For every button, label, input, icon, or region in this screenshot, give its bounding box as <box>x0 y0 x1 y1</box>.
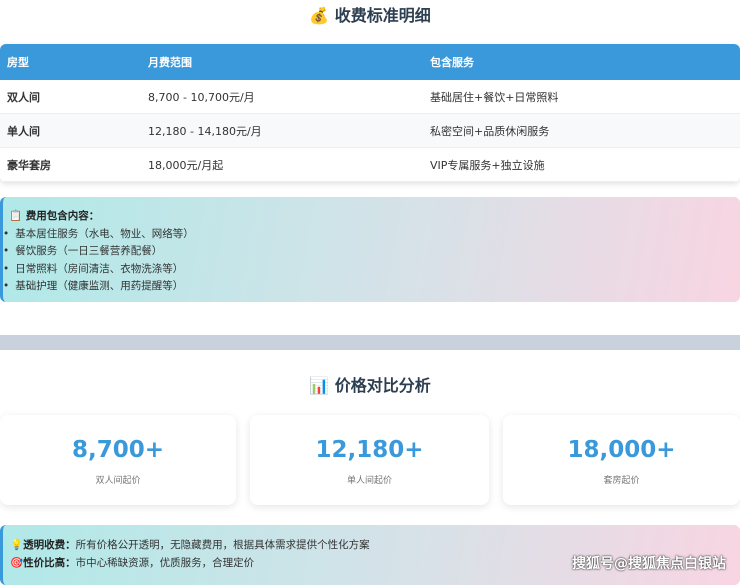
header-monthly-fee: 月费范围 <box>148 56 192 69</box>
note-text: 市中心稀缺资源，优质服务，合理定价 <box>75 557 255 569</box>
note-value: 🎯性价比高：市中心稀缺资源，优质服务，合理定价 <box>10 554 740 572</box>
list-item: 日常照料（房间清洁、衣物洗涤等） <box>9 261 740 279</box>
header-services: 包含服务 <box>430 56 474 69</box>
price-card: 8,700+ 双人间起价 <box>0 415 236 505</box>
services: VIP专属服务+独立设施 <box>430 158 545 172</box>
price-label: 套房起价 <box>603 476 640 486</box>
price-cards: 8,700+ 双人间起价 12,180+ 单人间起价 18,000+ 套房起价 <box>0 415 740 505</box>
note-label: 性价比高： <box>23 557 76 569</box>
includes-title: 📋 费用包含内容： <box>9 210 100 222</box>
notes-box: 💡透明收费：所有价格公开透明，无隐藏费用，根据具体需求提供个性化方案 🎯性价比高… <box>0 525 740 585</box>
room-type: 双人间 <box>7 90 40 104</box>
table-row: 豪华套房 18,000元/月起 VIP专属服务+独立设施 <box>0 148 740 182</box>
fee-section-title: 💰 收费标准明细 <box>309 6 431 25</box>
price-label: 双人间起价 <box>95 476 141 486</box>
lightbulb-icon: 💡 <box>10 539 24 551</box>
note-transparent: 💡透明收费：所有价格公开透明，无隐藏费用，根据具体需求提供个性化方案 <box>10 536 740 554</box>
price-value: 18,000+ <box>567 437 676 463</box>
price-label: 单人间起价 <box>346 476 392 486</box>
table-header: 房型 月费范围 包含服务 <box>0 44 740 80</box>
price-value: 12,180+ <box>315 437 424 463</box>
price-value: 8,700+ <box>71 437 165 463</box>
compare-section-title: 📊 价格对比分析 <box>309 376 431 395</box>
list-item: 基础护理（健康监测、用药提醒等） <box>9 278 740 296</box>
note-text: 所有价格公开透明，无隐藏费用，根据具体需求提供个性化方案 <box>75 539 370 551</box>
note-label: 透明收费： <box>23 539 76 551</box>
room-type: 豪华套房 <box>7 158 51 172</box>
room-type: 单人间 <box>7 124 40 138</box>
price-card: 18,000+ 套房起价 <box>503 415 740 505</box>
services: 基础居住+餐饮+日常照料 <box>430 90 559 104</box>
monthly-fee: 18,000元/月起 <box>148 158 224 172</box>
fee-table: 房型 月费范围 包含服务 双人间 8,700 - 10,700元/月 基础居住+… <box>0 44 740 182</box>
monthly-fee: 12,180 - 14,180元/月 <box>148 124 262 138</box>
table-row: 单人间 12,180 - 14,180元/月 私密空间+品质休闲服务 <box>0 114 740 148</box>
watermark: 搜狐号@搜狐焦点白银站 <box>572 556 726 572</box>
table-row: 双人间 8,700 - 10,700元/月 基础居住+餐饮+日常照料 <box>0 80 740 114</box>
includes-box: 📋 费用包含内容： 基本居住服务（水电、物业、网络等） 餐饮服务（一日三餐营养配… <box>0 197 740 302</box>
services: 私密空间+品质休闲服务 <box>430 124 550 138</box>
monthly-fee: 8,700 - 10,700元/月 <box>148 90 255 104</box>
price-card: 12,180+ 单人间起价 <box>250 415 489 505</box>
section-divider <box>0 335 740 350</box>
list-item: 基本居住服务（水电、物业、网络等） <box>9 226 740 244</box>
list-item: 餐饮服务（一日三餐营养配餐） <box>9 243 740 261</box>
header-room-type: 房型 <box>7 56 29 69</box>
target-icon: 🎯 <box>10 557 24 569</box>
